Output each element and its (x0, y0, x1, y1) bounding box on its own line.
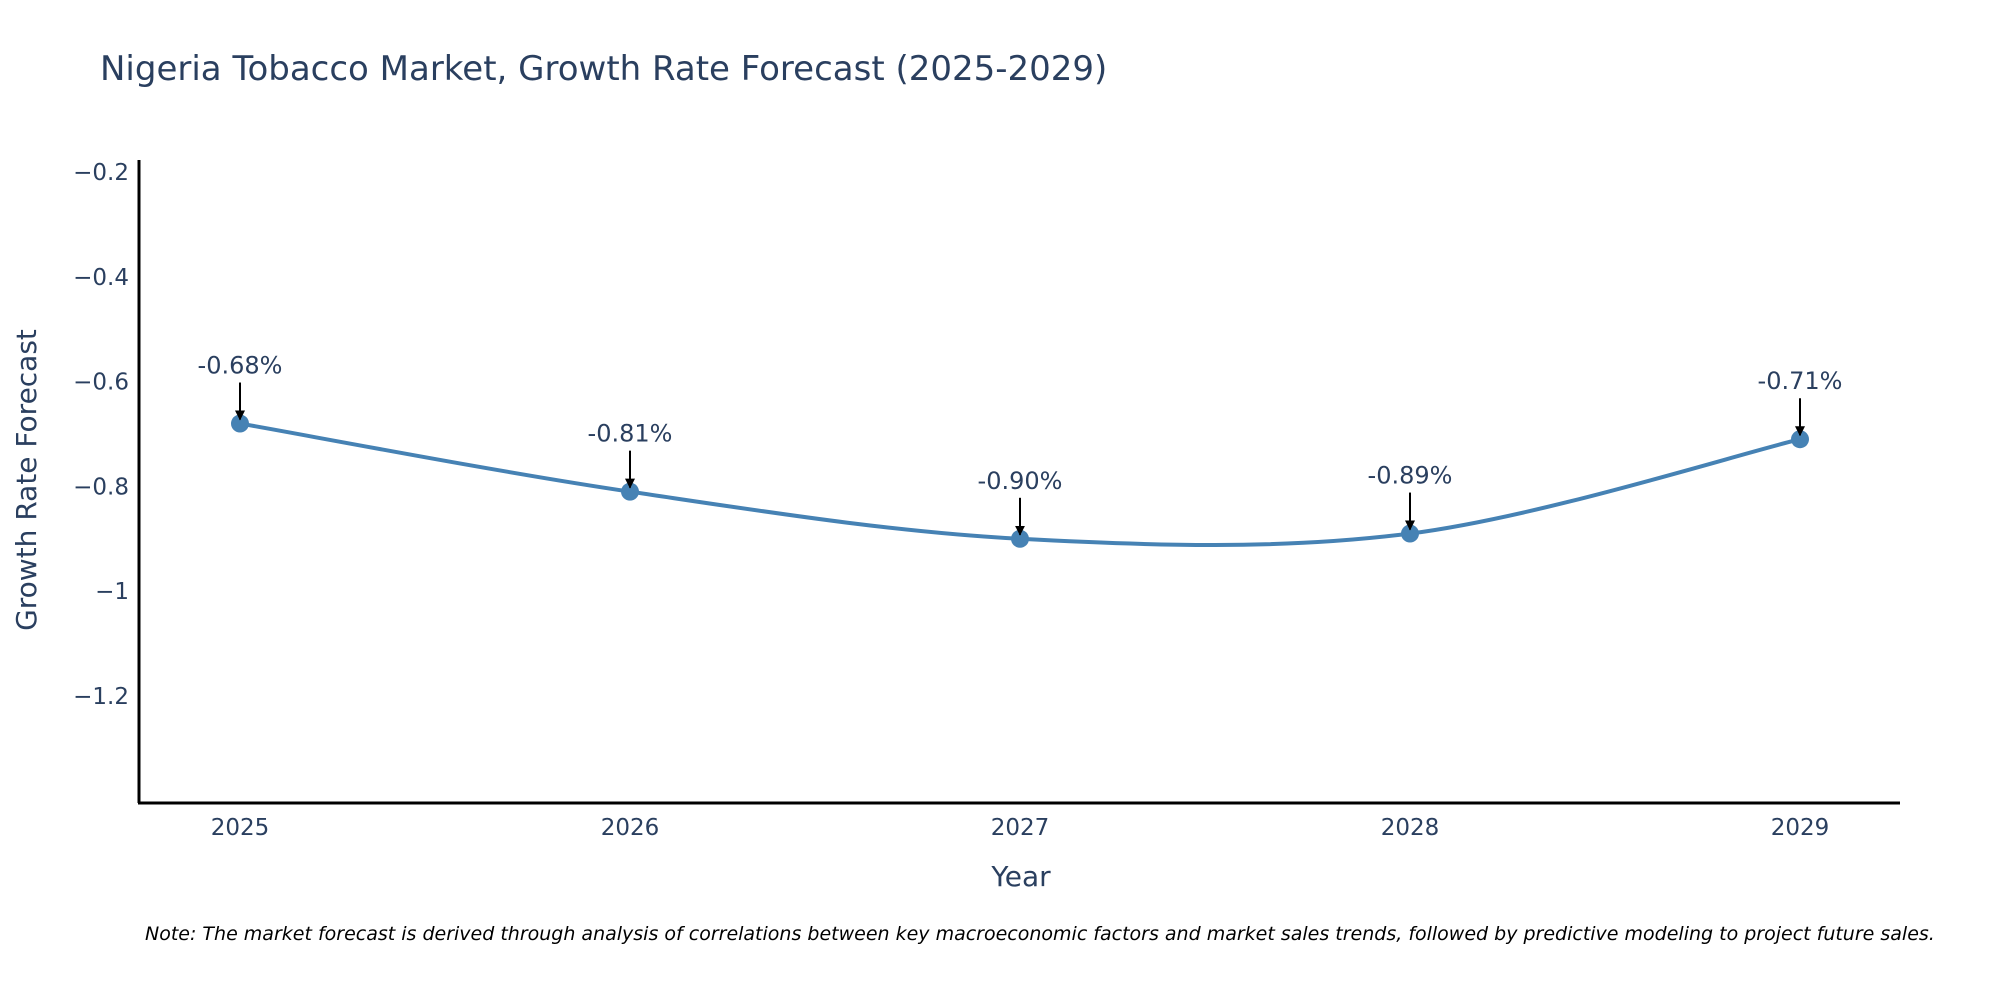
data-label: -0.81% (588, 420, 673, 448)
annotation-layer: -0.68% -0.81% -0.90% -0.89% -0.71% (198, 352, 1843, 536)
data-label: -0.90% (978, 467, 1063, 495)
y-tick-label: −0.4 (73, 265, 129, 291)
x-tick-label: 2025 (211, 815, 270, 841)
y-tick-label: −0.2 (73, 160, 129, 186)
y-tick-label: −1.2 (73, 684, 129, 710)
data-label: -0.68% (198, 352, 283, 380)
y-axis-title: Growth Rate Forecast (10, 329, 43, 631)
x-tick-label: 2029 (1771, 815, 1830, 841)
y-ticks: −0.2 −0.4 −0.6 −0.8 −1 −1.2 (73, 160, 129, 710)
y-tick-label: −1 (95, 579, 129, 605)
footnote: Note: The market forecast is derived thr… (145, 923, 1935, 945)
x-axis-title: Year (990, 860, 1051, 893)
data-label: -0.71% (1758, 367, 1843, 395)
x-ticks: 2025 2026 2027 2028 2029 (211, 815, 1830, 841)
data-label: -0.89% (1368, 462, 1453, 490)
chart-title: Nigeria Tobacco Market, Growth Rate Fore… (100, 49, 1107, 89)
y-tick-label: −0.6 (73, 370, 129, 396)
x-tick-label: 2027 (991, 815, 1050, 841)
x-tick-label: 2026 (601, 815, 660, 841)
x-tick-label: 2028 (1381, 815, 1440, 841)
y-tick-label: −0.8 (73, 474, 129, 500)
